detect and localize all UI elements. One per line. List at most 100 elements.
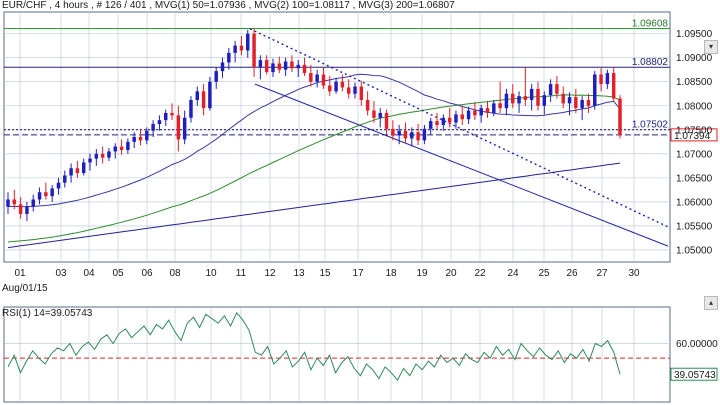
time-tick-label: 22 xyxy=(474,268,486,279)
time-tick-label: 01 xyxy=(14,268,26,279)
price-tick-label: 1.07500 xyxy=(676,125,713,136)
candle-body xyxy=(157,120,162,125)
time-tick-label: 12 xyxy=(264,268,276,279)
time-axis: 01 03 04 05 06 08 10 11 12 13 15 17 18 19 20 22 24 25 26 27… xyxy=(14,268,640,279)
candle-body xyxy=(580,99,584,109)
mvg200-line xyxy=(7,162,621,249)
rsi-axis: 60.00000 39.05743 xyxy=(670,339,718,381)
candle-body xyxy=(201,91,206,109)
time-tick-label: 08 xyxy=(169,268,181,279)
candle-body xyxy=(321,74,326,86)
mvg2-label: MVG(2) 100=1.08117 xyxy=(254,0,350,11)
candle-body xyxy=(100,153,105,158)
candle-body xyxy=(359,86,364,100)
candle-body xyxy=(340,81,345,88)
rsi-title: RSI(1) 14=39.05743 xyxy=(2,308,93,319)
candle-body xyxy=(536,88,540,106)
mvg3-label: MVG(3) 200=1.06807 xyxy=(358,0,455,11)
candle-body xyxy=(574,97,578,109)
candle-body xyxy=(107,151,111,158)
price-tick-label: 1.08000 xyxy=(676,101,713,112)
candle-body xyxy=(391,128,395,136)
candle-body xyxy=(182,117,187,140)
bars-label: # 126 / 401 xyxy=(96,0,147,11)
time-tick-label: 11 xyxy=(236,268,247,279)
candle-body xyxy=(132,137,136,142)
hline-green-label: 1.09608 xyxy=(632,18,669,29)
candle-body xyxy=(567,97,572,104)
candle-body xyxy=(227,52,231,63)
last-price-box xyxy=(670,128,718,142)
time-tick-label: 05 xyxy=(112,268,124,279)
scroll-up-icon[interactable]: ▴ xyxy=(704,296,718,310)
candle-body xyxy=(56,182,61,189)
candle-body xyxy=(18,204,23,214)
candle-body xyxy=(113,146,117,152)
candle-body xyxy=(138,137,143,141)
candle-body xyxy=(296,64,300,69)
candle-body xyxy=(69,168,73,176)
candle-body xyxy=(384,112,389,129)
candle-body xyxy=(542,95,547,106)
mvg100-line xyxy=(7,94,621,243)
candle-body xyxy=(246,33,250,51)
time-tick-label: 15 xyxy=(319,268,331,279)
candle-body xyxy=(460,114,465,120)
candle-body xyxy=(511,93,515,104)
hline-blue-label: 1.08802 xyxy=(632,57,669,68)
time-tick-label: 24 xyxy=(507,268,519,279)
time-tick-label: 13 xyxy=(293,268,305,279)
candle-body xyxy=(88,158,92,163)
candle-body xyxy=(309,73,313,82)
time-tick-label: 30 xyxy=(628,268,640,279)
candle-body xyxy=(94,153,99,159)
price-tick-label: 1.05500 xyxy=(676,221,713,232)
candle-body xyxy=(302,64,307,74)
candle-body xyxy=(548,84,553,96)
time-tick-label: 25 xyxy=(538,268,550,279)
rsi-last-box xyxy=(670,367,718,381)
candle-body xyxy=(555,84,559,94)
candle-body xyxy=(353,86,357,94)
symbol-label: EUR/CHF xyxy=(2,0,47,11)
candle-body xyxy=(31,199,35,207)
candle-body xyxy=(176,115,181,140)
price-tick-label: 1.06500 xyxy=(676,173,713,184)
price-tick-label: 1.07000 xyxy=(676,149,713,160)
candle-body xyxy=(517,96,521,104)
candle-body xyxy=(195,91,200,100)
candle-body xyxy=(334,81,338,92)
candle-body xyxy=(498,103,502,109)
candle-body xyxy=(214,71,218,82)
candle-body xyxy=(586,99,591,106)
candle-body xyxy=(264,60,269,73)
candle-body xyxy=(12,199,17,205)
candle-body xyxy=(170,112,174,116)
candle-body xyxy=(37,192,42,200)
mvg50-line xyxy=(7,73,621,208)
candle-body xyxy=(492,103,496,113)
candle-body xyxy=(599,74,603,85)
header-sep: , xyxy=(90,0,97,11)
trendline-dotted xyxy=(249,28,669,228)
candle-body xyxy=(290,61,294,69)
candle-body xyxy=(75,168,80,174)
candle-body xyxy=(233,45,237,53)
header-sep: , xyxy=(149,0,155,11)
candle-body xyxy=(252,33,256,68)
candle-body xyxy=(441,117,446,125)
candle-body xyxy=(220,62,225,72)
chart-header: EUR/CHF , 4 hours , # 126 / 401 , MVG(1)… xyxy=(2,0,455,11)
candle-body xyxy=(25,206,29,214)
candle-body xyxy=(328,85,332,92)
time-tick-label: 27 xyxy=(596,268,608,279)
time-tick-label: 17 xyxy=(352,268,364,279)
time-tick-label: 04 xyxy=(83,268,95,279)
candle-body xyxy=(397,130,401,136)
candle-body xyxy=(447,117,452,123)
scroll-down-icon[interactable]: ▾ xyxy=(704,40,718,54)
candle-body xyxy=(485,108,490,113)
price-tick-label: 1.06000 xyxy=(676,197,713,208)
candle-body xyxy=(605,73,610,85)
